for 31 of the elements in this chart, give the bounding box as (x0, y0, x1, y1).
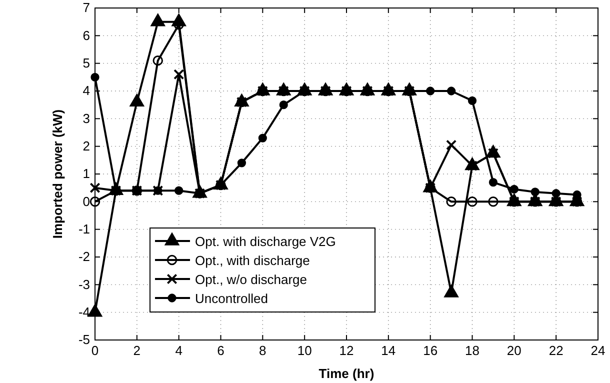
x-tick-label: 20 (506, 343, 522, 358)
y-tick-label: 4 (82, 83, 90, 98)
x-tick-label: 10 (297, 343, 312, 358)
y-tick-label: -4 (78, 304, 90, 320)
y-tick-label: -3 (78, 276, 90, 292)
x-tick-label: 12 (339, 343, 354, 358)
y-tick-label: 6 (82, 28, 90, 43)
y-tick-label: 2 (82, 138, 90, 154)
x-tick-label: 18 (465, 343, 480, 358)
x-tick-label: 16 (423, 343, 438, 358)
x-tick-label: 24 (590, 343, 606, 358)
legend-label: Opt. with discharge V2G (195, 234, 336, 249)
x-tick-label: 14 (381, 343, 396, 358)
y-tick-label: 0 (82, 194, 90, 209)
x-tick-label: 2 (133, 343, 141, 358)
y-tick-label: 3 (82, 110, 90, 126)
legend-label: Uncontrolled (195, 291, 268, 306)
y-tick-label: 1 (82, 166, 90, 182)
x-tick-label: 6 (217, 343, 224, 358)
y-tick-label: -2 (78, 249, 90, 264)
y-tick-label: -1 (78, 221, 90, 236)
x-tick-label: 8 (259, 343, 266, 358)
y-tick-label: 7 (82, 0, 90, 16)
legend-label: Opt., with discharge (195, 253, 310, 268)
x-tick-label: 4 (175, 343, 182, 358)
y-axis-title: Imported power (kW) (50, 109, 65, 239)
x-axis-title: Time (hr) (318, 366, 374, 381)
y-tick-label: 5 (82, 55, 90, 70)
y-tick-label: -5 (78, 332, 90, 348)
x-tick-label: 22 (548, 343, 564, 358)
legend-label: Opt., w/o discharge (195, 272, 307, 287)
